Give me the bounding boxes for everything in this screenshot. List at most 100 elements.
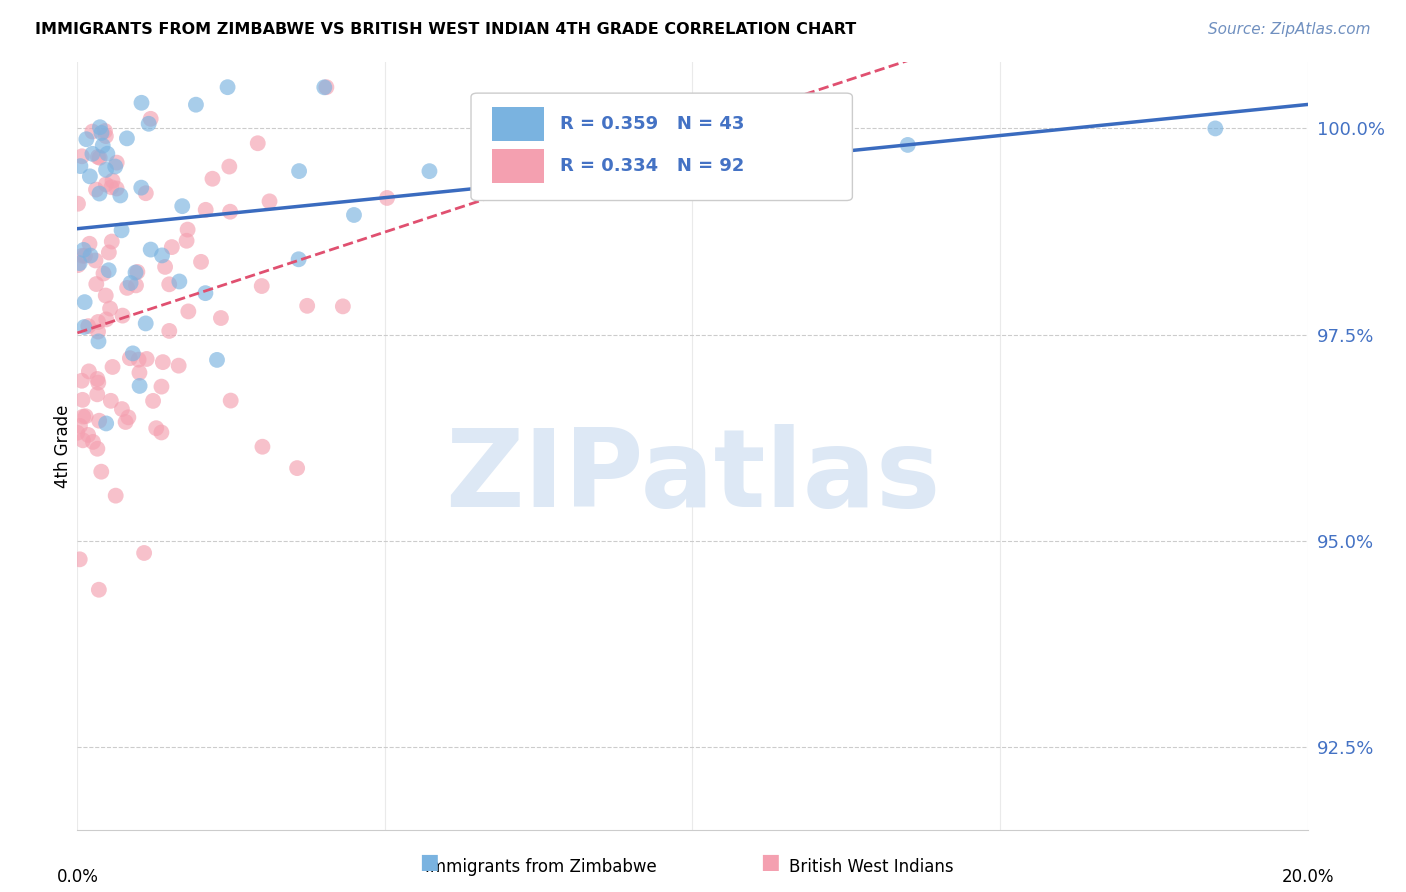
Point (73, 320, 96, 334)
Point (87, 315, 110, 329)
Point (86, 442, 108, 456)
Point (194, 286, 217, 301)
Point (94, 124, 117, 138)
Point (135, 351, 157, 366)
Point (176, 234, 198, 248)
Text: IMMIGRANTS FROM ZIMBABWE VS BRITISH WEST INDIAN 4TH GRADE CORRELATION CHART: IMMIGRANTS FROM ZIMBABWE VS BRITISH WEST… (35, 22, 856, 37)
Point (259, 194, 281, 209)
Point (73, 249, 96, 263)
Point (285, 461, 308, 475)
Point (70, 374, 93, 388)
Point (87, 582, 110, 597)
Point (89, 414, 111, 428)
Bar (492, 149, 544, 183)
Point (86, 372, 108, 386)
Point (75, 132, 97, 146)
Point (111, 402, 134, 417)
Point (125, 278, 148, 293)
Point (105, 155, 128, 169)
Point (89, 120, 111, 135)
Point (315, 80, 337, 95)
Point (110, 188, 132, 202)
Point (93, 267, 115, 281)
Point (121, 346, 143, 360)
Point (209, 311, 232, 326)
Point (87, 150, 110, 164)
Point (86, 387, 108, 401)
Point (157, 277, 180, 292)
Point (124, 266, 146, 280)
Point (128, 352, 150, 367)
Point (135, 186, 157, 201)
Point (139, 243, 162, 257)
Point (219, 204, 242, 219)
FancyBboxPatch shape (471, 93, 852, 201)
Point (69, 552, 91, 566)
Point (201, 171, 224, 186)
Point (252, 440, 274, 454)
Point (84, 183, 107, 197)
Point (115, 131, 138, 145)
Point (79, 236, 101, 251)
Point (117, 410, 139, 425)
Point (66, 425, 89, 440)
Point (77, 364, 100, 378)
Text: British West Indians: British West Indians (789, 858, 955, 876)
Point (250, 279, 273, 293)
Text: R = 0.334   N = 92: R = 0.334 N = 92 (560, 157, 744, 175)
Point (1204, 121, 1226, 136)
Point (375, 191, 398, 205)
Text: Immigrants from Zimbabwe: Immigrants from Zimbabwe (426, 858, 657, 876)
Point (128, 366, 150, 380)
Point (217, 80, 239, 95)
Point (82, 434, 104, 449)
Point (96, 417, 118, 431)
Point (190, 255, 212, 269)
Point (97, 263, 120, 277)
Point (110, 223, 132, 237)
Point (104, 489, 127, 503)
Point (150, 248, 173, 262)
Point (84, 277, 107, 291)
Point (120, 276, 142, 290)
Point (90, 465, 112, 479)
Text: 0.0%: 0.0% (56, 869, 98, 887)
Point (87, 325, 110, 339)
Point (160, 240, 183, 254)
Point (70, 149, 93, 163)
Point (72, 434, 94, 448)
Point (97, 245, 120, 260)
Y-axis label: 4th Grade: 4th Grade (53, 404, 72, 488)
Point (138, 117, 160, 131)
Point (101, 174, 124, 188)
Point (94, 178, 117, 192)
Point (69, 418, 91, 433)
Point (94, 288, 117, 302)
Point (90, 126, 112, 140)
Point (150, 425, 173, 440)
Point (219, 393, 242, 408)
Point (295, 299, 318, 313)
Point (135, 317, 157, 331)
Point (89, 151, 111, 165)
Point (897, 137, 920, 152)
Text: Source: ZipAtlas.com: Source: ZipAtlas.com (1208, 22, 1371, 37)
Point (127, 265, 149, 279)
Point (194, 202, 217, 217)
Point (100, 235, 122, 249)
Point (177, 304, 200, 318)
Point (77, 319, 100, 334)
Text: ■: ■ (419, 853, 439, 872)
Point (111, 309, 134, 323)
Point (94, 129, 117, 144)
Point (89, 186, 111, 201)
Point (79, 169, 101, 184)
Point (73, 295, 96, 310)
Point (128, 379, 150, 393)
Point (115, 281, 138, 295)
Text: ■: ■ (761, 853, 780, 872)
Point (66, 258, 89, 272)
Point (114, 415, 136, 429)
Point (169, 275, 191, 289)
Point (94, 162, 117, 177)
